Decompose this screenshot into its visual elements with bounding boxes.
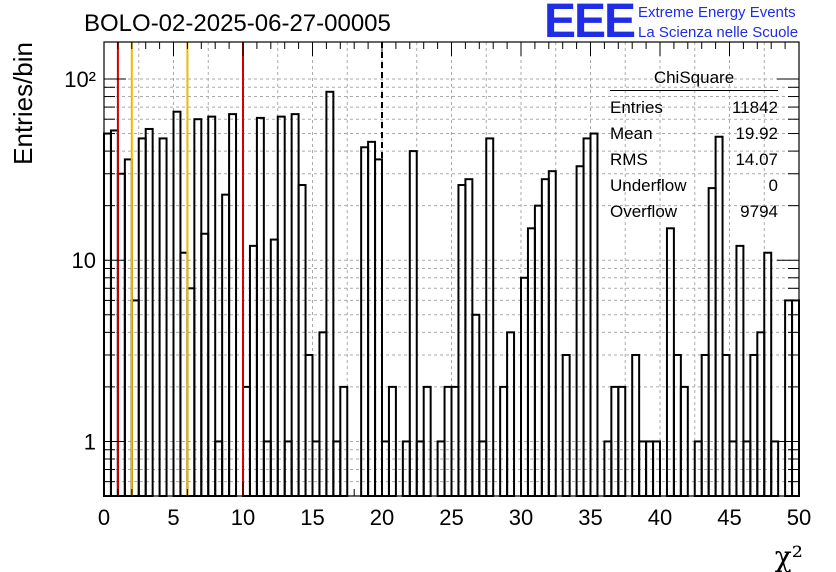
histogram-bin	[575, 165, 585, 498]
histogram-bin	[325, 90, 335, 497]
histogram-bin	[471, 313, 481, 497]
histogram-bin	[130, 299, 140, 498]
histogram-bin	[304, 353, 314, 497]
histogram-bin	[374, 158, 383, 498]
y-tick-label: 1	[84, 429, 96, 454]
y-tick-label: 10	[72, 248, 96, 273]
stats-label: RMS	[610, 150, 648, 169]
histogram-bin	[756, 331, 766, 497]
histogram-bin	[193, 118, 203, 497]
stats-label: Entries	[610, 98, 663, 117]
x-tick-label: 50	[787, 505, 811, 530]
chart-title: BOLO-02-2025-06-27-00005	[84, 10, 391, 37]
x-tick-label: 20	[370, 505, 394, 530]
histogram-bin	[144, 127, 154, 498]
histogram-bin	[123, 158, 133, 498]
x-tick-label: 25	[439, 505, 463, 530]
stats-value: 9794	[740, 202, 778, 221]
histogram-bin	[672, 353, 682, 497]
x-tick-label: 40	[648, 505, 672, 530]
histogram-bin	[700, 353, 710, 497]
histogram-bin	[735, 244, 745, 497]
histogram-bin	[158, 137, 168, 497]
x-tick-label: 30	[509, 505, 533, 530]
stats-label: Overflow	[610, 202, 678, 221]
eee-logo-mark: EEE	[544, 0, 636, 48]
histogram-bin	[791, 299, 800, 498]
histogram-bin	[290, 113, 300, 498]
histogram-bin	[360, 146, 370, 497]
histogram-bin	[631, 353, 641, 497]
histogram-bin	[248, 244, 258, 497]
y-tick-label: 10²	[64, 67, 96, 92]
stats-box: ChiSquare Entries 11842 Mean 19.92 RMS 1…	[610, 68, 778, 225]
histogram-bin	[464, 178, 474, 497]
histogram-bin	[186, 287, 196, 497]
histogram-bin	[749, 353, 759, 497]
stats-value: 14.07	[735, 150, 778, 169]
histogram-bin	[533, 204, 543, 497]
histogram-bin	[784, 299, 794, 498]
histogram-bin	[228, 113, 238, 498]
x-tick-label: 5	[167, 505, 179, 530]
x-tick-label: 45	[717, 505, 741, 530]
stats-row-rms: RMS 14.07	[610, 147, 778, 173]
histogram-bin	[221, 193, 231, 497]
histogram-bin	[116, 172, 126, 497]
x-tick-label: 35	[578, 505, 602, 530]
x-axis-label: χ²	[775, 540, 803, 572]
logo-line-2: La Scienza nelle Scuole	[638, 24, 799, 41]
x-tick-label: 0	[98, 505, 110, 530]
histogram-bin	[582, 137, 592, 497]
stats-row-overflow: Overflow 9794	[610, 199, 778, 225]
histogram-bin	[506, 331, 516, 497]
stats-row-underflow: Underflow 0	[610, 173, 778, 199]
stats-value: 19.92	[735, 124, 778, 143]
stats-value: 0	[768, 176, 778, 195]
x-tick-label: 15	[300, 505, 324, 530]
histogram-bin	[561, 353, 571, 497]
stats-label: Underflow	[610, 176, 687, 195]
stats-row-entries: Entries 11842	[610, 95, 778, 121]
histogram-bin	[172, 110, 182, 497]
histogram-bin	[547, 170, 557, 497]
histogram-bin	[367, 140, 377, 497]
histogram-bin	[721, 353, 731, 497]
histogram-bin	[540, 178, 550, 497]
stats-row-mean: Mean 19.92	[610, 121, 778, 147]
stats-label: Mean	[610, 124, 653, 143]
histogram-bin	[408, 150, 418, 497]
histogram-bin	[137, 137, 147, 497]
logo-line-1: Extreme Energy Events	[638, 4, 796, 21]
histogram-bin	[255, 116, 265, 498]
stats-title: ChiSquare	[610, 68, 778, 91]
histogram-bin	[318, 331, 328, 497]
stats-value: 11842	[731, 98, 778, 117]
histogram-bin	[200, 232, 210, 497]
y-axis-label: Entries/bin	[8, 42, 38, 165]
x-tick-label: 10	[231, 505, 255, 530]
histogram-bin	[485, 137, 495, 497]
